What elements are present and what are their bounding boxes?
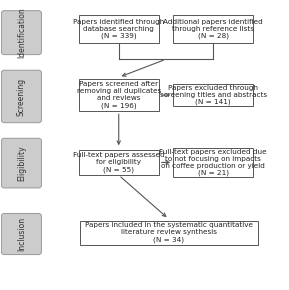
FancyBboxPatch shape (1, 70, 41, 123)
FancyBboxPatch shape (173, 148, 253, 177)
FancyBboxPatch shape (80, 220, 257, 245)
FancyBboxPatch shape (1, 213, 41, 255)
FancyBboxPatch shape (79, 79, 159, 111)
Text: Papers excluded through
screening titles and abstracts
(N = 141): Papers excluded through screening titles… (160, 85, 267, 105)
FancyBboxPatch shape (173, 84, 253, 106)
Text: Additional papers identified
through reference lists
(N = 28): Additional papers identified through ref… (163, 19, 263, 39)
FancyBboxPatch shape (79, 150, 159, 175)
Text: Screening: Screening (17, 77, 26, 115)
FancyBboxPatch shape (1, 11, 41, 55)
Text: Inclusion: Inclusion (17, 217, 26, 251)
FancyBboxPatch shape (79, 15, 159, 43)
Text: Identification: Identification (17, 7, 26, 58)
Text: Papers screened after
removing all duplicates
and reviews
(N = 196): Papers screened after removing all dupli… (77, 81, 161, 109)
Text: Papers identified through
database searching
(N = 339): Papers identified through database searc… (73, 19, 164, 39)
Text: Eligibility: Eligibility (17, 145, 26, 181)
Text: Full-text papers excluded due
to not focusing on impacts
on coffee production or: Full-text papers excluded due to not foc… (159, 149, 267, 176)
FancyBboxPatch shape (173, 15, 253, 43)
Text: Full-text papers assessed
for eligibility
(N = 55): Full-text papers assessed for eligibilit… (73, 152, 165, 173)
Text: Papers included in the systematic quantitative
literature review synthesis
(N = : Papers included in the systematic quanti… (85, 222, 253, 243)
FancyBboxPatch shape (1, 138, 41, 188)
